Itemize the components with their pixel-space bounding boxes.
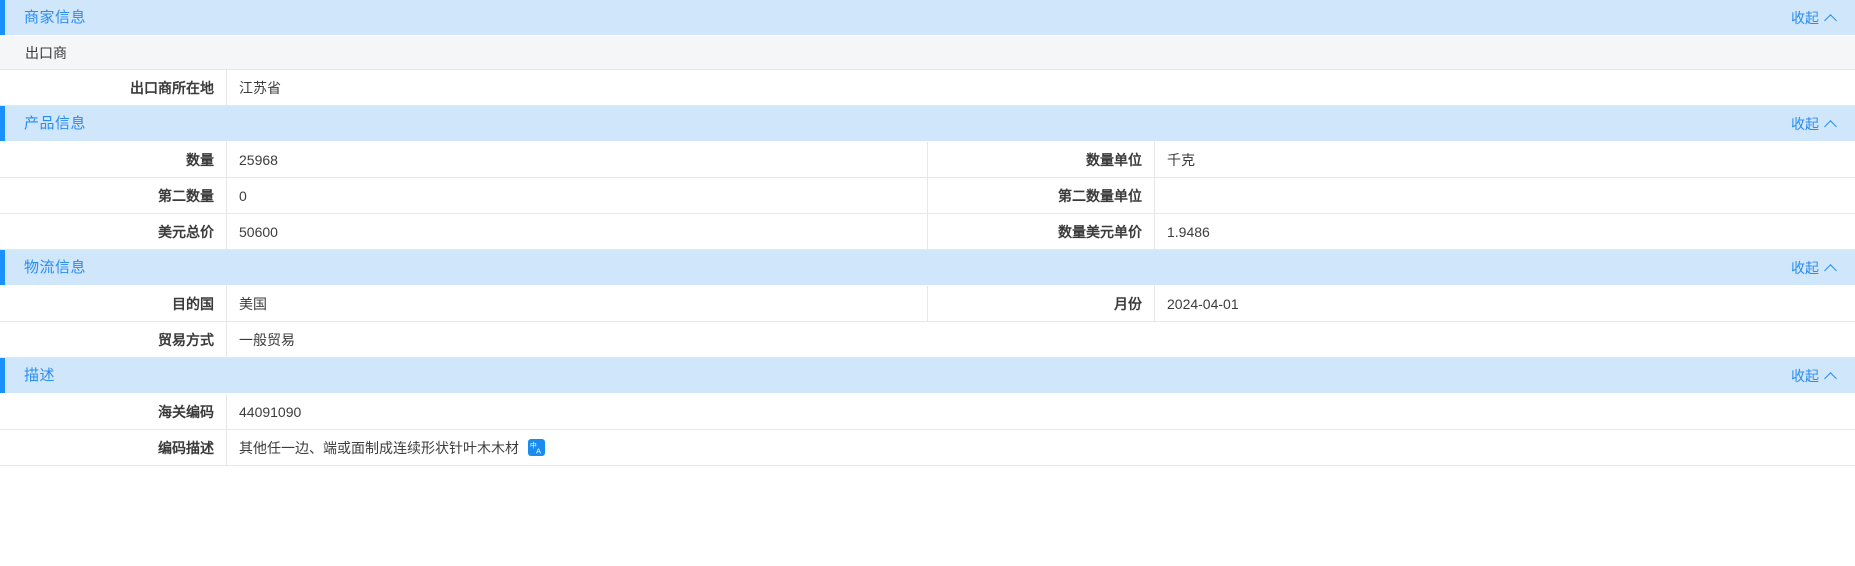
section-title-product-info: 产品信息 [24, 114, 87, 132]
table-row: 美元总价 50600 数量美元单价 1.9486 [0, 214, 1855, 250]
row-label: 编码描述 [0, 430, 227, 465]
row-label: 美元总价 [0, 214, 227, 249]
row-value-secondary-text: 千克 [1167, 151, 1195, 168]
table-row: 数量 25968 数量单位 千克 [0, 142, 1855, 178]
row-value-text: 25968 [239, 151, 278, 168]
table-row: 目的国 美国 月份 2024-04-01 [0, 286, 1855, 322]
row-value: 50600 [227, 214, 928, 249]
row-value-text: 50600 [239, 223, 278, 240]
row-label: 第二数量 [0, 178, 227, 213]
row-value-secondary-text: 2024-04-01 [1167, 295, 1239, 312]
table-row: 贸易方式 一般贸易 [0, 322, 1855, 358]
collapse-toggle-product-info[interactable]: 收起 [1791, 114, 1837, 134]
table-row: 编码描述 其他任一边、端或面制成连续形状针叶木木材中 A [0, 430, 1855, 466]
collapse-toggle-logistics-info[interactable]: 收起 [1791, 258, 1837, 278]
row-value-text: 美国 [239, 295, 267, 312]
row-value-secondary-text: 1.9486 [1167, 223, 1210, 240]
collapse-label: 收起 [1791, 9, 1819, 26]
collapse-label: 收起 [1791, 115, 1819, 132]
collapse-label: 收起 [1791, 259, 1819, 276]
row-value-text: 江苏省 [239, 79, 281, 96]
section-accent-bar [0, 358, 5, 393]
svg-text:中: 中 [530, 441, 537, 450]
row-value-secondary: 1.9486 [1155, 214, 1855, 249]
row-label-secondary: 数量美元单价 [928, 214, 1155, 249]
row-label-secondary: 数量单位 [928, 142, 1155, 177]
chevron-up-icon[interactable] [1825, 262, 1837, 274]
section-accent-bar [0, 106, 5, 141]
section-title-merchant-info: 商家信息 [24, 8, 87, 26]
row-value: 其他任一边、端或面制成连续形状针叶木木材中 A [227, 430, 1855, 465]
row-value: 25968 [227, 142, 928, 177]
row-label: 数量 [0, 142, 227, 177]
row-value: 美国 [227, 286, 928, 321]
chevron-up-icon[interactable] [1825, 12, 1837, 24]
row-value-secondary [1155, 178, 1855, 213]
section-title-description: 描述 [24, 366, 56, 384]
collapse-toggle-description[interactable]: 收起 [1791, 366, 1837, 386]
row-value: 江苏省 [227, 70, 1855, 105]
section-accent-bar [0, 0, 5, 35]
row-value-secondary: 2024-04-01 [1155, 286, 1855, 321]
detail-panel: 商家信息 收起 出口商 出口商所在地 江苏省 产品信息 收起 数量 25968 数量单位 千克 第二数… [0, 0, 1855, 466]
row-label: 出口商所在地 [0, 70, 227, 105]
row-value-text: 一般贸易 [239, 331, 295, 348]
section-header-merchant-info: 商家信息 收起 [0, 0, 1855, 36]
svg-text:A: A [536, 447, 541, 455]
row-value: 44091090 [227, 394, 1855, 429]
section-accent-bar [0, 250, 5, 285]
section-title-logistics-info: 物流信息 [24, 258, 87, 276]
section-header-product-info: 产品信息 收起 [0, 106, 1855, 142]
collapse-toggle-merchant-info[interactable]: 收起 [1791, 8, 1837, 28]
row-value-secondary: 千克 [1155, 142, 1855, 177]
table-row: 第二数量 0 第二数量单位 [0, 178, 1855, 214]
table-row: 海关编码 44091090 [0, 394, 1855, 430]
row-label: 目的国 [0, 286, 227, 321]
row-value: 0 [227, 178, 928, 213]
table-row: 出口商所在地 江苏省 [0, 70, 1855, 106]
row-value-text: 其他任一边、端或面制成连续形状针叶木木材 [239, 439, 519, 456]
collapse-label: 收起 [1791, 367, 1819, 384]
sub-band-merchant-info: 出口商 [0, 36, 1855, 70]
row-value: 一般贸易 [227, 322, 1855, 357]
row-label: 海关编码 [0, 394, 227, 429]
row-label-secondary: 第二数量单位 [928, 178, 1155, 213]
chevron-up-icon[interactable] [1825, 370, 1837, 382]
section-header-logistics-info: 物流信息 收起 [0, 250, 1855, 286]
chevron-up-icon[interactable] [1825, 118, 1837, 130]
row-value-text: 0 [239, 187, 247, 204]
row-value-text: 44091090 [239, 403, 302, 420]
row-label-secondary: 月份 [928, 286, 1155, 321]
section-header-description: 描述 收起 [0, 358, 1855, 394]
row-label: 贸易方式 [0, 322, 227, 357]
